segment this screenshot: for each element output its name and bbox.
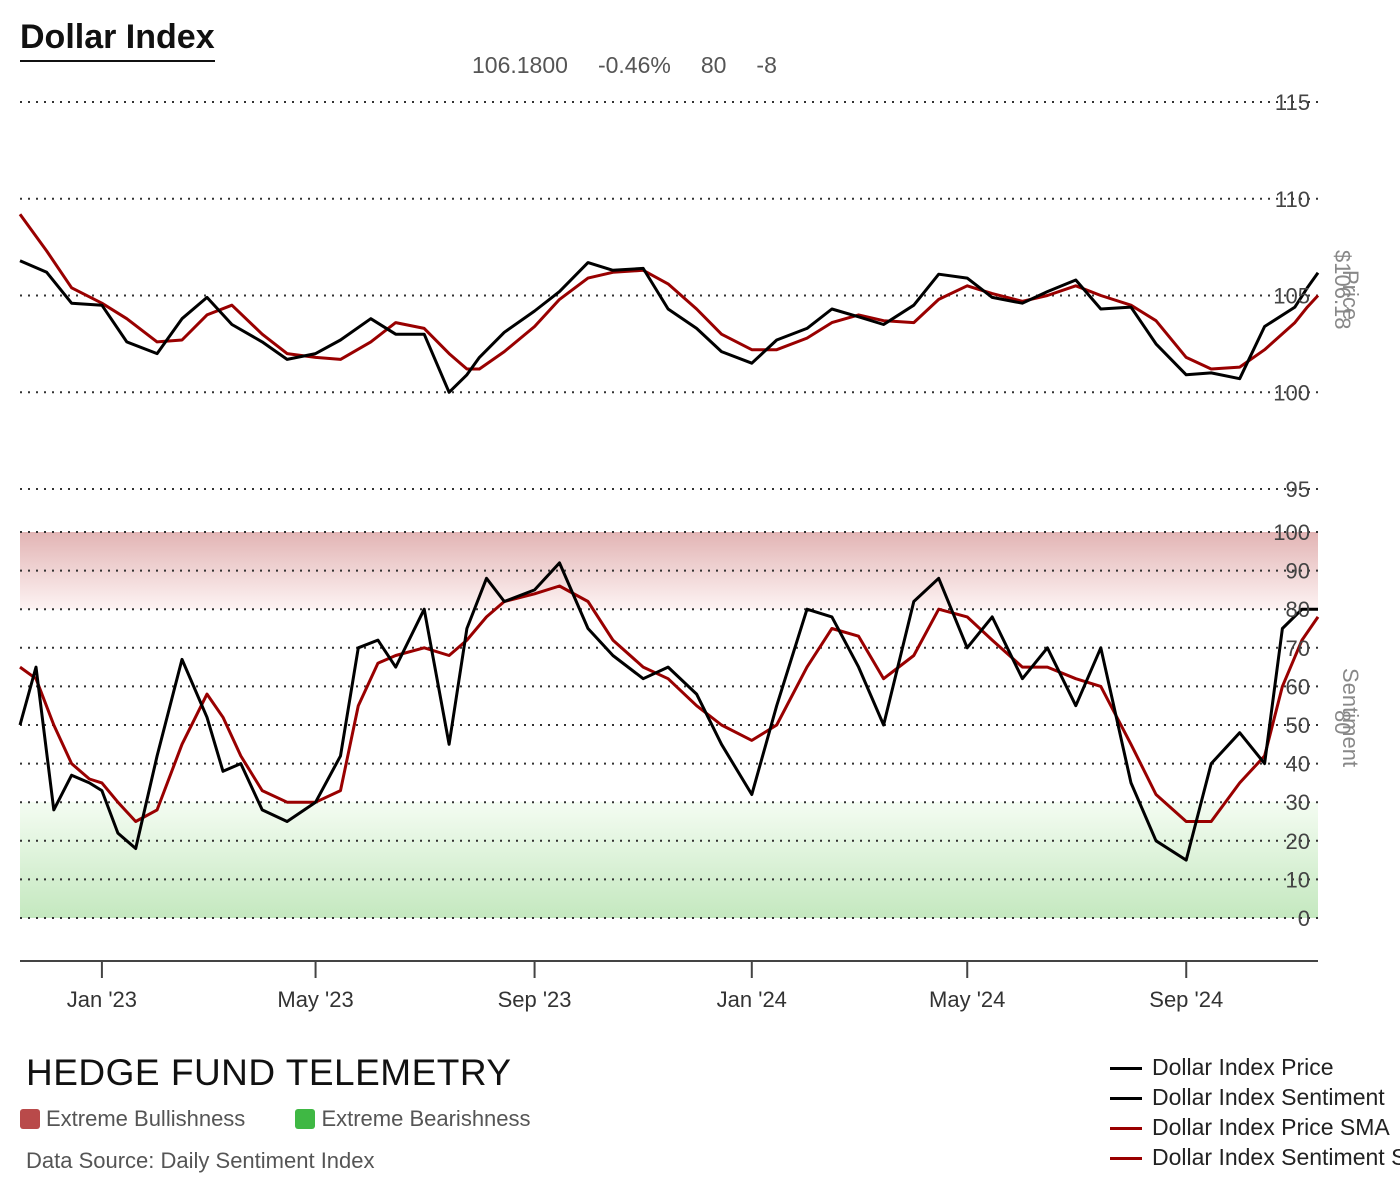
price-line bbox=[19, 259, 1320, 394]
price-change-percent: -0.46% bbox=[597, 52, 671, 78]
last-price: 106.1800 bbox=[472, 52, 568, 78]
price-sma-line bbox=[18, 213, 1320, 371]
x-tick-label: May '24 bbox=[929, 987, 1005, 1012]
legend-line bbox=[1110, 1127, 1142, 1131]
header-stats: 106.1800 -0.46% 80 -8 bbox=[472, 52, 807, 79]
price-current-label: $106.18 bbox=[1330, 250, 1355, 330]
legend-item-sentiment[interactable]: Dollar Index Sentiment bbox=[1110, 1082, 1400, 1112]
data-source: Data Source: Daily Sentiment Index bbox=[26, 1148, 375, 1173]
legend-label: Dollar Index Price bbox=[1152, 1054, 1334, 1080]
legend-line bbox=[1110, 1157, 1142, 1161]
sentiment-tick-label: 40 bbox=[1286, 752, 1310, 777]
legend-item-price[interactable]: Dollar Index Price bbox=[1110, 1052, 1400, 1082]
legend-label: Dollar Index Price SMA bbox=[1152, 1114, 1390, 1140]
legend-label: Dollar Index Sentiment SMA bbox=[1152, 1144, 1400, 1170]
price-tick-label: 100 bbox=[1273, 380, 1310, 405]
x-tick-label: Sep '24 bbox=[1149, 987, 1223, 1012]
sentiment-tick-label: 30 bbox=[1286, 790, 1310, 815]
brand-name: HEDGE FUND TELEMETRY bbox=[26, 1052, 512, 1093]
x-tick-label: Sep '23 bbox=[498, 987, 572, 1012]
sentiment-tick-label: 10 bbox=[1286, 867, 1310, 892]
chart-title: Dollar Index bbox=[20, 18, 215, 62]
extreme-bear-zone bbox=[20, 802, 1318, 918]
x-tick-label: Jan '23 bbox=[67, 987, 137, 1012]
sentiment-tick-label: 60 bbox=[1286, 674, 1310, 699]
sentiment-change: -8 bbox=[756, 52, 777, 78]
legend-item-price-sma[interactable]: Dollar Index Price SMA bbox=[1110, 1112, 1400, 1142]
last-sentiment: 80 bbox=[700, 52, 727, 78]
series-legend: Dollar Index Price Dollar Index Sentimen… bbox=[1110, 1052, 1400, 1172]
sentiment-tick-label: 100 bbox=[1273, 520, 1310, 545]
sentiment-tick-label: 90 bbox=[1286, 559, 1310, 584]
sentiment-axis-title: Sentiment bbox=[1338, 668, 1363, 767]
price-tick-label: 95 bbox=[1286, 477, 1310, 502]
zone-legend-bear[interactable]: Extreme Bearishness bbox=[295, 1106, 531, 1132]
sentiment-sma-line bbox=[19, 584, 1320, 823]
bear-zone-swatch bbox=[295, 1109, 316, 1129]
legend-label: Dollar Index Sentiment bbox=[1152, 1084, 1385, 1110]
bull-zone-label: Extreme Bullishness bbox=[46, 1106, 246, 1131]
zone-legend: Extreme Bullishness Extreme Bearishness bbox=[20, 1106, 575, 1132]
zone-legend-bull[interactable]: Extreme Bullishness bbox=[20, 1106, 245, 1132]
legend-item-sentiment-sma[interactable]: Dollar Index Sentiment SMA bbox=[1110, 1142, 1400, 1172]
sentiment-tick-label: 50 bbox=[1286, 713, 1310, 738]
sentiment-tick-label: 80 bbox=[1286, 597, 1310, 622]
legend-line bbox=[1110, 1097, 1142, 1101]
price-tick-label: 115 bbox=[1275, 90, 1310, 115]
bear-zone-label: Extreme Bearishness bbox=[321, 1106, 531, 1131]
x-tick-label: May '23 bbox=[277, 987, 353, 1012]
sentiment-tick-label: 70 bbox=[1286, 636, 1310, 661]
price-tick-label: 110 bbox=[1275, 187, 1310, 212]
sentiment-tick-label: 20 bbox=[1286, 829, 1310, 854]
x-tick-label: Jan '24 bbox=[717, 987, 787, 1012]
legend-line bbox=[1110, 1067, 1142, 1071]
sentiment-tick-label: 0 bbox=[1298, 906, 1310, 931]
dollar-index-chart: Jan '23 May '23 Sep '23 Jan '24 May '24 Sep '… bbox=[18, 90, 1363, 1012]
sentiment-line bbox=[18, 561, 1318, 862]
price-tick-label: 105 bbox=[1273, 284, 1310, 309]
bull-zone-swatch bbox=[20, 1109, 40, 1129]
sentiment-current-label: 80 bbox=[1330, 710, 1355, 734]
price-axis-title: Price bbox=[1338, 270, 1363, 320]
